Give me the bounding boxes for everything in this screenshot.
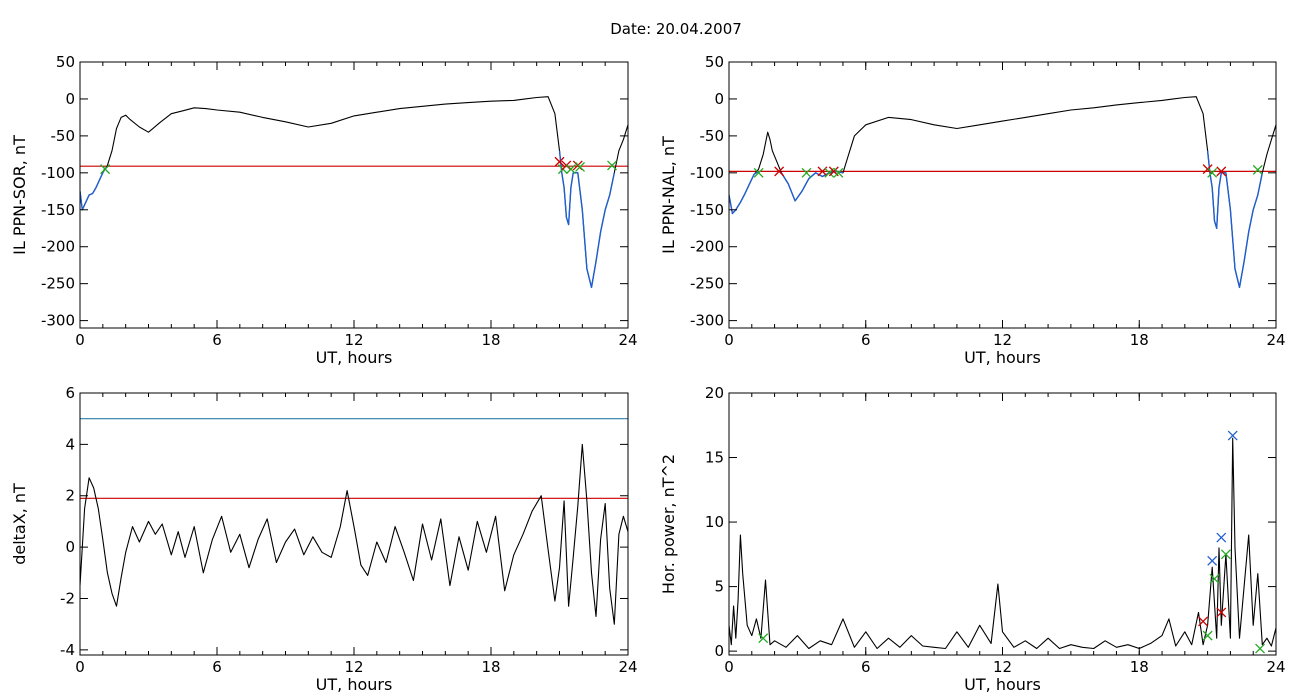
data-marker	[1255, 643, 1266, 654]
x-tick-label: 24	[618, 331, 637, 349]
y-tick-label: 2	[65, 487, 75, 505]
data-marker	[100, 164, 111, 175]
y-axis-label: IL PPN-SOR, nT	[10, 135, 29, 255]
y-tick-label: -200	[41, 238, 75, 256]
x-tick-label: 6	[212, 658, 222, 676]
data-marker	[1207, 167, 1218, 178]
figure-title: Date: 20.04.2007	[610, 20, 742, 38]
x-axis-label: UT, hours	[964, 348, 1041, 367]
series-line-3	[1206, 150, 1263, 289]
x-tick-label: 18	[1130, 331, 1149, 349]
data-marker	[565, 164, 576, 175]
x-tick-label: 0	[75, 658, 85, 676]
x-axis-label: UT, hours	[316, 348, 393, 367]
y-tick-label: -150	[41, 201, 75, 219]
y-tick-label: -100	[41, 164, 75, 182]
x-tick-label: 12	[344, 658, 363, 676]
y-tick-label: 15	[705, 449, 724, 467]
data-marker	[575, 161, 586, 172]
data-marker	[1202, 630, 1213, 641]
y-tick-label: 0	[65, 538, 75, 556]
data-marker	[1252, 164, 1263, 175]
x-tick-label: 24	[618, 658, 637, 676]
data-marker	[554, 156, 565, 167]
y-tick-label: -250	[690, 275, 724, 293]
data-marker	[1220, 549, 1231, 560]
y-tick-label: 0	[714, 90, 724, 108]
panel-il-ppn-nal: 0 6 12 18 24 -300 -250 -200 -150 -100 -50 0 50 UT, ho…	[659, 53, 1286, 367]
y-tick-label: 10	[705, 513, 724, 531]
y-tick-label: 20	[705, 384, 724, 402]
x-tick-label: 12	[993, 331, 1012, 349]
y-tick-label: 6	[65, 384, 75, 402]
y-tick-label: 0	[65, 90, 75, 108]
x-tick-label: 6	[861, 658, 871, 676]
y-axis-label: deltaX, nT	[10, 483, 29, 565]
series-line-1	[729, 170, 759, 215]
x-tick-label: 18	[1130, 658, 1149, 676]
data-marker	[1209, 573, 1220, 584]
data-marker	[758, 633, 769, 644]
y-tick-label: -250	[41, 275, 75, 293]
x-tick-label: 6	[861, 331, 871, 349]
x-tick-label: 12	[344, 331, 363, 349]
x-tick-label: 18	[481, 658, 500, 676]
y-tick-label: 5	[714, 578, 724, 596]
y-tick-label: 50	[705, 53, 724, 71]
series-line-2	[780, 170, 844, 202]
x-tick-label: 24	[1266, 658, 1285, 676]
y-tick-label: -2	[60, 589, 75, 607]
x-tick-label: 12	[993, 658, 1012, 676]
data-marker	[1216, 532, 1227, 543]
x-tick-label: 6	[212, 331, 222, 349]
data-marker	[1216, 166, 1227, 177]
series-line-2	[558, 150, 615, 289]
data-marker	[833, 167, 844, 178]
y-tick-label: -100	[690, 164, 724, 182]
y-axis-label: Hor. power, nT^2	[659, 454, 678, 594]
data-marker	[1198, 616, 1209, 627]
y-tick-label: -300	[690, 312, 724, 330]
y-tick-label: -200	[690, 238, 724, 256]
x-tick-label: 0	[724, 658, 734, 676]
data-marker	[1207, 555, 1218, 566]
y-tick-label: -150	[690, 201, 724, 219]
data-marker	[753, 167, 764, 178]
y-tick-label: -300	[41, 312, 75, 330]
y-axis-label: IL PPN-NAL, nT	[659, 136, 678, 254]
plot-frame	[79, 61, 629, 329]
data-marker	[801, 167, 812, 178]
y-tick-label: 50	[56, 53, 75, 71]
series-line-0	[80, 443, 628, 625]
data-marker	[1216, 607, 1227, 618]
data-marker	[1227, 430, 1238, 441]
x-tick-label: 0	[724, 331, 734, 349]
y-tick-label: 0	[714, 642, 724, 660]
data-marker	[607, 160, 617, 171]
series-line-0	[80, 96, 628, 288]
series-line-0	[729, 96, 1276, 288]
y-tick-label: 4	[65, 435, 75, 453]
x-tick-label: 18	[481, 331, 500, 349]
x-axis-label: UT, hours	[316, 675, 393, 694]
plot-frame	[728, 61, 1277, 329]
data-marker	[774, 166, 785, 177]
y-tick-label: -4	[60, 641, 75, 659]
series-line-1	[80, 167, 106, 211]
y-tick-label: -50	[700, 127, 725, 145]
x-tick-label: 24	[1266, 331, 1285, 349]
series-line-0	[729, 437, 1276, 650]
y-tick-label: -50	[51, 127, 76, 145]
x-tick-label: 0	[75, 331, 85, 349]
panel-hor-power: 0 6 12 18 24 0 5 10 15 20 UT, hours Hor. power, nT^…	[659, 384, 1286, 694]
panel-il-ppn-sor: 0 6 12 18 24 -300 -250 -200 -150 -100 -50 0 50 UT, ho…	[10, 53, 638, 367]
x-axis-label: UT, hours	[964, 675, 1041, 694]
plot-frame	[728, 392, 1277, 656]
